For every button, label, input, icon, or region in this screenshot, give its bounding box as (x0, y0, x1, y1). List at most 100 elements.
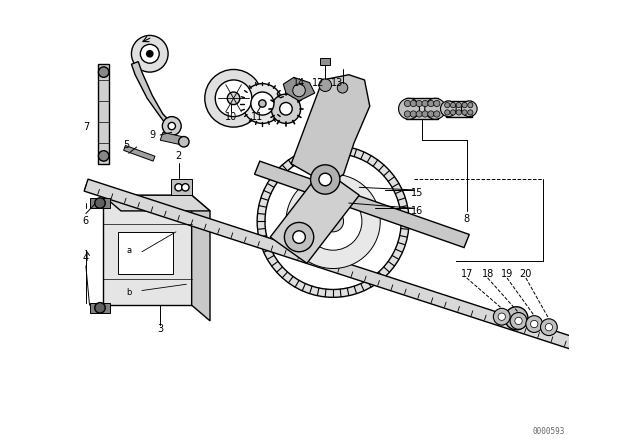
Text: 19: 19 (501, 269, 513, 279)
Circle shape (428, 111, 434, 117)
Polygon shape (171, 180, 191, 195)
Circle shape (451, 110, 456, 115)
Circle shape (140, 44, 159, 63)
Polygon shape (84, 179, 640, 379)
Text: 18: 18 (481, 269, 493, 279)
Circle shape (410, 111, 417, 117)
Circle shape (215, 80, 252, 116)
Circle shape (147, 51, 153, 57)
Text: 7: 7 (83, 122, 89, 132)
Circle shape (99, 151, 109, 161)
Circle shape (462, 110, 467, 115)
Circle shape (510, 313, 527, 329)
Polygon shape (99, 64, 109, 164)
Text: 14: 14 (293, 78, 305, 87)
Text: 15: 15 (411, 188, 423, 198)
Text: 8: 8 (463, 214, 470, 224)
Circle shape (286, 174, 380, 268)
Circle shape (227, 92, 240, 104)
Circle shape (280, 103, 292, 115)
Circle shape (425, 98, 445, 119)
Circle shape (310, 165, 340, 194)
Circle shape (131, 35, 168, 72)
Circle shape (515, 317, 522, 324)
Circle shape (284, 222, 314, 252)
Circle shape (445, 110, 450, 115)
Circle shape (422, 111, 428, 117)
Polygon shape (284, 78, 315, 101)
Circle shape (259, 100, 266, 107)
Polygon shape (102, 195, 210, 211)
Text: 3: 3 (157, 324, 163, 334)
Circle shape (468, 110, 473, 115)
Text: 10: 10 (225, 112, 237, 121)
Circle shape (498, 313, 506, 320)
Circle shape (505, 307, 528, 330)
Circle shape (404, 111, 411, 117)
Circle shape (257, 146, 409, 297)
Circle shape (493, 308, 510, 325)
Circle shape (399, 98, 420, 119)
Polygon shape (131, 62, 173, 127)
Circle shape (422, 100, 428, 107)
Polygon shape (291, 75, 370, 185)
Circle shape (205, 69, 262, 127)
Circle shape (416, 100, 422, 107)
Circle shape (456, 110, 461, 115)
Circle shape (404, 100, 411, 107)
Polygon shape (90, 198, 111, 208)
Circle shape (451, 103, 456, 108)
Text: b: b (126, 288, 131, 297)
Polygon shape (191, 195, 210, 321)
Circle shape (468, 103, 473, 108)
Circle shape (337, 82, 348, 93)
Circle shape (462, 103, 467, 108)
Text: 2: 2 (175, 151, 182, 161)
Text: 20: 20 (520, 269, 532, 279)
Circle shape (323, 211, 344, 232)
Circle shape (163, 116, 181, 135)
Circle shape (319, 79, 332, 91)
Circle shape (271, 94, 301, 124)
Text: 4: 4 (83, 253, 89, 263)
Circle shape (175, 184, 182, 191)
Polygon shape (102, 195, 191, 305)
Circle shape (168, 122, 175, 130)
Circle shape (434, 100, 440, 107)
Polygon shape (270, 169, 359, 263)
Circle shape (95, 198, 105, 208)
Circle shape (292, 231, 305, 243)
Text: 9: 9 (149, 130, 156, 140)
Text: 16: 16 (411, 206, 423, 216)
Polygon shape (320, 58, 330, 65)
Text: 12: 12 (312, 78, 324, 87)
Polygon shape (90, 302, 111, 313)
Circle shape (319, 173, 332, 186)
Circle shape (265, 153, 401, 289)
Circle shape (99, 67, 109, 78)
Circle shape (179, 137, 189, 147)
Circle shape (531, 320, 538, 327)
Circle shape (243, 84, 282, 124)
Circle shape (434, 111, 440, 117)
Polygon shape (255, 161, 469, 248)
Text: a: a (126, 246, 131, 255)
Text: 13: 13 (331, 78, 344, 87)
Text: 6: 6 (83, 216, 89, 226)
Circle shape (428, 100, 434, 107)
Circle shape (95, 302, 105, 313)
Polygon shape (406, 98, 438, 119)
Circle shape (461, 101, 477, 116)
Circle shape (456, 103, 461, 108)
Text: 5: 5 (123, 140, 129, 151)
Circle shape (440, 101, 456, 116)
Text: 11: 11 (251, 112, 263, 121)
Circle shape (541, 319, 557, 336)
Circle shape (445, 103, 450, 108)
Circle shape (182, 184, 189, 191)
Polygon shape (118, 232, 173, 274)
Circle shape (526, 316, 543, 332)
Circle shape (410, 100, 417, 107)
Polygon shape (124, 146, 155, 161)
Circle shape (304, 193, 362, 250)
